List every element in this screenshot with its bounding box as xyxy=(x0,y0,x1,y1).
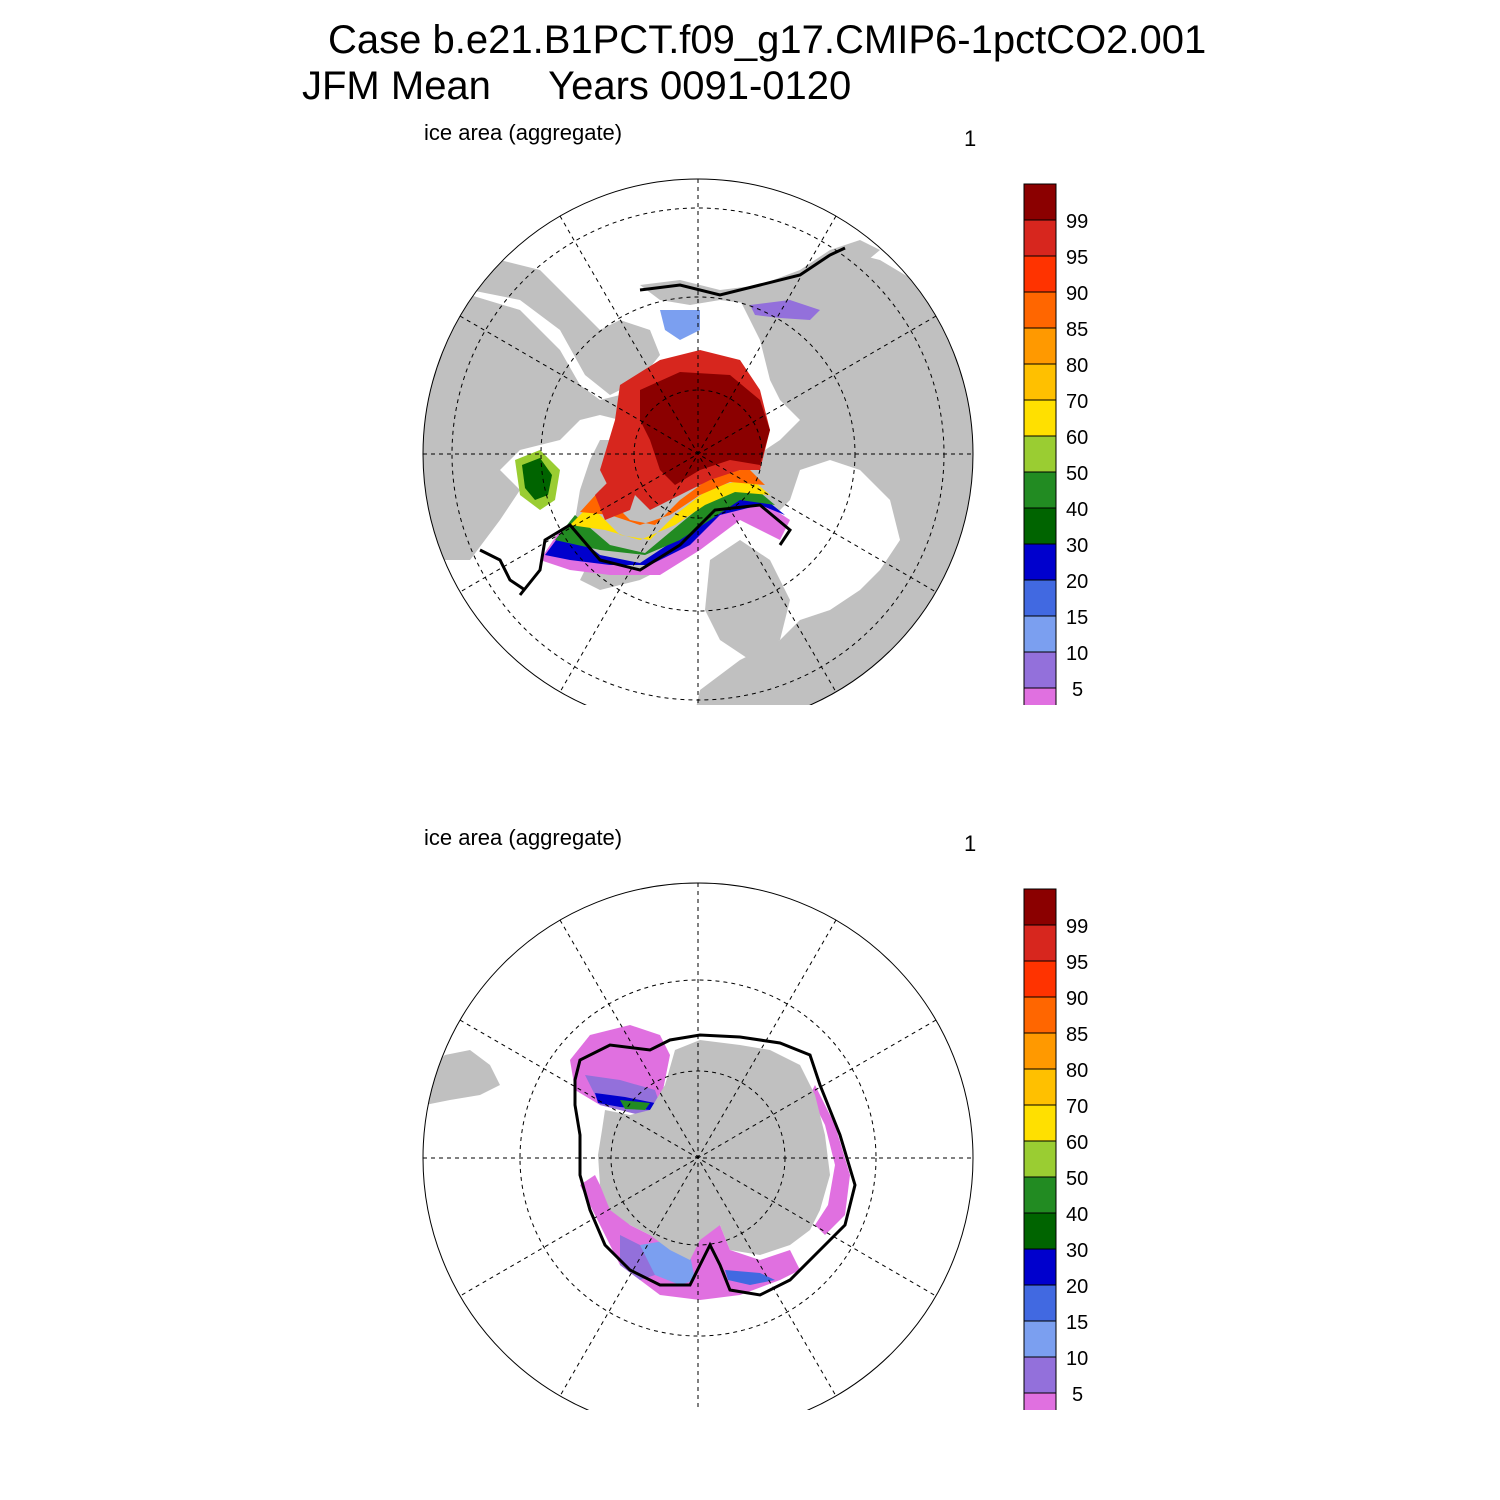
south-america-landmass xyxy=(423,1050,500,1105)
antarctica-landmass xyxy=(598,1040,830,1260)
colorbar-label: 30 xyxy=(1066,535,1088,557)
colorbar-cell xyxy=(1023,1248,1057,1286)
colorbar-label: 90 xyxy=(1066,988,1088,1010)
colorbar-label: 10 xyxy=(1066,1348,1088,1370)
colorbar-cell xyxy=(1023,888,1057,926)
colorbar-cell xyxy=(1023,1104,1057,1142)
colorbar-label: 70 xyxy=(1066,1096,1088,1118)
ice-band-green xyxy=(555,488,775,555)
south-polar-map xyxy=(422,882,974,1410)
colorbar-label: 50 xyxy=(1066,1168,1088,1190)
ice-band-yellow xyxy=(570,478,770,540)
ice-core-darkred xyxy=(640,372,770,485)
colorbar-cell xyxy=(1023,1356,1057,1394)
colorbar-label: 30 xyxy=(1066,1240,1088,1262)
colorbar-cell xyxy=(1023,219,1057,257)
east-antarctic-ice xyxy=(810,1085,850,1235)
ice-extent-contour xyxy=(518,246,846,596)
colorbar-label: 40 xyxy=(1066,499,1088,521)
colorbar-label: 95 xyxy=(1066,247,1088,269)
colorbar-label: 85 xyxy=(1066,1024,1088,1046)
bering-ice xyxy=(660,310,700,340)
colorbar-label: 50 xyxy=(1066,463,1088,485)
colorbar-cell xyxy=(1023,183,1057,221)
variable-label: ice area (aggregate) xyxy=(424,825,623,850)
colorbar-label: 99 xyxy=(1066,211,1088,233)
north-colorbar: 99 95 90 85 80 70 60 50 40 30 20 15 10 5 xyxy=(1023,183,1088,705)
colorbar-label: 40 xyxy=(1066,1204,1088,1226)
panel-number: 1 xyxy=(964,126,977,151)
ice-extent-contour xyxy=(573,1033,857,1297)
colorbar-label: 15 xyxy=(1066,607,1088,629)
colorbar-cell xyxy=(1023,1176,1057,1214)
colorbar-cell xyxy=(1023,1284,1057,1322)
colorbar-label: 5 xyxy=(1072,1384,1083,1406)
colorbar-label: 80 xyxy=(1066,355,1088,377)
bellingshausen-ice xyxy=(725,1270,775,1285)
colorbar-label: 20 xyxy=(1066,571,1088,593)
colorbar-label: 80 xyxy=(1066,1060,1088,1082)
colorbar-cell xyxy=(1023,579,1057,617)
colorbar-label: 70 xyxy=(1066,391,1088,413)
colorbar-cell xyxy=(1023,363,1057,401)
north-polar-map xyxy=(422,178,974,705)
figure-subtitle: JFM Mean Years 0091-0120 xyxy=(302,64,851,109)
south-panel: ice area (aggregate) 1 xyxy=(0,705,1500,1410)
south-colorbar-cells xyxy=(1023,888,1057,1410)
season-label: JFM Mean xyxy=(302,64,491,108)
colorbar-cell xyxy=(1023,471,1057,509)
colorbar-cell xyxy=(1023,1032,1057,1070)
colorbar-cell xyxy=(1023,1140,1057,1178)
colorbar-cell xyxy=(1023,399,1057,437)
figure-title: Case b.e21.B1PCT.f09_g17.CMIP6-1pctCO2.0… xyxy=(328,18,1207,62)
alaska-landmass xyxy=(640,240,880,310)
colorbar-cell xyxy=(1023,1212,1057,1250)
colorbar-label: 10 xyxy=(1066,643,1088,665)
colorbar-cell xyxy=(1023,687,1057,705)
scandinavia-landmass xyxy=(705,540,790,660)
panel-number: 1 xyxy=(964,831,977,856)
colorbar-label: 85 xyxy=(1066,319,1088,341)
colorbar-cell xyxy=(1023,291,1057,329)
weddell-sea-ice-green xyxy=(620,1100,650,1110)
south-colorbar-labels: 99 95 90 85 80 70 60 50 40 30 20 15 10 5 xyxy=(1066,916,1088,1406)
colorbar-cell xyxy=(1023,996,1057,1034)
colorbar-cell xyxy=(1023,255,1057,293)
colorbar-cell xyxy=(1023,543,1057,581)
colorbar-label: 95 xyxy=(1066,952,1088,974)
north-colorbar-cells xyxy=(1023,183,1057,705)
colorbar-label: 60 xyxy=(1066,427,1088,449)
eurasia-landmass xyxy=(690,250,973,705)
colorbar-cell xyxy=(1023,960,1057,998)
colorbar-cell xyxy=(1023,615,1057,653)
hudson-bay-ice-core xyxy=(522,458,552,500)
colorbar-label: 15 xyxy=(1066,1312,1088,1334)
south-colorbar: 99 95 90 85 80 70 60 50 40 30 20 15 10 5 xyxy=(1023,888,1088,1410)
colorbar-cell xyxy=(1023,327,1057,365)
colorbar-label: 60 xyxy=(1066,1132,1088,1154)
years-label: Years 0091-0120 xyxy=(548,64,852,108)
colorbar-cell xyxy=(1023,1320,1057,1358)
colorbar-cell xyxy=(1023,651,1057,689)
colorbar-cell xyxy=(1023,924,1057,962)
colorbar-cell xyxy=(1023,1392,1057,1410)
north-colorbar-labels: 99 95 90 85 80 70 60 50 40 30 20 15 10 5 xyxy=(1066,211,1088,701)
colorbar-label: 99 xyxy=(1066,916,1088,938)
colorbar-cell xyxy=(1023,435,1057,473)
variable-label: ice area (aggregate) xyxy=(424,120,623,145)
colorbar-label: 90 xyxy=(1066,283,1088,305)
colorbar-cell xyxy=(1023,507,1057,545)
baffin-bay-ice xyxy=(595,470,640,520)
okhotsk-ice xyxy=(750,300,820,320)
north-america-landmass xyxy=(423,260,660,395)
colorbar-label: 20 xyxy=(1066,1276,1088,1298)
north-panel: ice area (aggregate) 1 xyxy=(0,0,1500,705)
ice-band-orange xyxy=(580,468,765,525)
colorbar-cell xyxy=(1023,1068,1057,1106)
ice-edge-low-band xyxy=(540,500,790,575)
colorbar-label: 5 xyxy=(1072,679,1083,701)
